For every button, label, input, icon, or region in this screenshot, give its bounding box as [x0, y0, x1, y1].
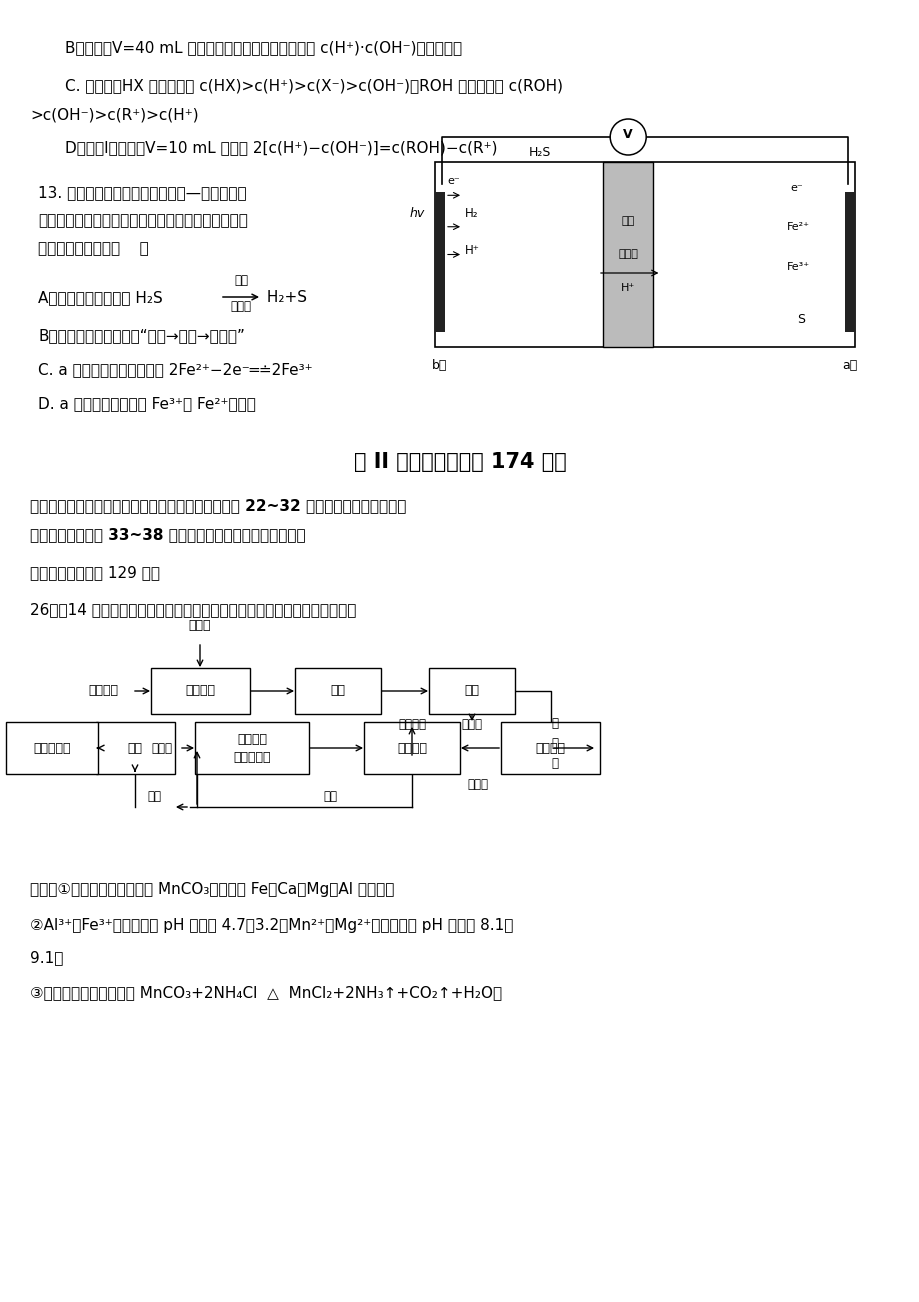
Text: 液: 液: [550, 756, 558, 769]
Text: 冷却结晶: 冷却结晶: [237, 733, 267, 746]
Text: S: S: [796, 312, 804, 326]
Text: B．滴定至V=40 mL 的过程中，两种溶液中水电离的 c(H⁺)·c(OH⁻)均逐渐增大: B．滴定至V=40 mL 的过程中，两种溶液中水电离的 c(H⁺)·c(OH⁻)…: [65, 40, 461, 55]
Text: 光照: 光照: [233, 273, 248, 286]
Text: 酸浸: 酸浸: [464, 685, 479, 698]
Text: 净化除杂: 净化除杂: [535, 742, 564, 754]
Text: 26．（14 分）工业采用氯化鐵焎烧菱锄矿制备高纯碘酸锄的流程如图所示：: 26．（14 分）工业采用氯化鐵焎烧菱锄矿制备高纯碘酸锄的流程如图所示：: [30, 602, 356, 617]
Text: ②Al³⁺、Fe³⁺沉淠完全的 pH 分别为 4.7、3.2，Mn²⁺、Mg²⁺开始沉淠的 pH 分别为 8.1、: ②Al³⁺、Fe³⁺沉淠完全的 pH 分别为 4.7、3.2，Mn²⁺、Mg²⁺…: [30, 918, 513, 934]
FancyBboxPatch shape: [428, 668, 515, 713]
FancyBboxPatch shape: [151, 668, 249, 713]
Text: C. a 极上发生的电极反应为 2Fe²⁺−2e⁻═≐2Fe³⁺: C. a 极上发生的电极反应为 2Fe²⁺−2e⁻═≐2Fe³⁺: [38, 362, 312, 378]
Text: 列说法不正确的是（    ）: 列说法不正确的是（ ）: [38, 241, 149, 256]
Text: D．曲线Ⅰ：滴定至V=10 mL 时存在 2[c(H⁺)−c(OH⁻)]=c(ROH)−c(R⁺): D．曲线Ⅰ：滴定至V=10 mL 时存在 2[c(H⁺)−c(OH⁻)]=c(R…: [65, 141, 497, 155]
FancyBboxPatch shape: [6, 723, 98, 773]
FancyBboxPatch shape: [602, 161, 652, 348]
Text: >c(OH⁻)>c(R⁺)>c(H⁺): >c(OH⁻)>c(R⁺)>c(H⁺): [30, 108, 199, 122]
Text: 净化液: 净化液: [467, 779, 488, 792]
FancyBboxPatch shape: [435, 161, 854, 348]
Text: 已知：①菱锄矿的主要成分是 MnCO₃，其中含 Fe、Ca、Mg、Al 等元素。: 已知：①菱锄矿的主要成分是 MnCO₃，其中含 Fe、Ca、Mg、Al 等元素。: [30, 881, 394, 897]
FancyBboxPatch shape: [96, 723, 175, 773]
Text: 菱锄矿粉: 菱锄矿粉: [88, 685, 118, 698]
Text: 滤液: 滤液: [323, 790, 336, 803]
Text: 碳酸氢鐵: 碳酸氢鐵: [398, 717, 425, 730]
Bar: [844, 191, 854, 332]
Text: hv: hv: [409, 207, 425, 220]
Text: 滤饼: 滤饼: [147, 790, 161, 803]
Text: D. a 极区需不断补充含 Fe³⁺和 Fe²⁺的溶液: D. a 极区需不断补充含 Fe³⁺和 Fe²⁺的溶液: [38, 396, 255, 411]
Text: B．能量转化方式主要为“光能→电能→化学能”: B．能量转化方式主要为“光能→电能→化学能”: [38, 328, 244, 342]
Text: 碳化结晶: 碳化结晶: [397, 742, 426, 754]
FancyBboxPatch shape: [195, 723, 309, 773]
Text: a极: a极: [842, 359, 857, 372]
Text: H₂+S: H₂+S: [262, 290, 307, 305]
FancyBboxPatch shape: [295, 668, 380, 713]
Text: 焎烧: 焎烧: [330, 685, 346, 698]
Text: Fe²⁺: Fe²⁺: [786, 221, 809, 232]
Bar: [435, 191, 445, 332]
Text: 解硫化氢研究中获得新进展，相关装置如图所示。下: 解硫化氢研究中获得新进展，相关装置如图所示。下: [38, 214, 247, 228]
Text: 交换膜: 交换膜: [618, 250, 638, 259]
Text: V: V: [623, 128, 632, 141]
Text: 碳酸锄产品: 碳酸锄产品: [33, 742, 71, 754]
Text: H₂S: H₂S: [528, 146, 550, 159]
Text: e⁻: e⁻: [789, 182, 802, 193]
Text: 浸: 浸: [550, 717, 558, 730]
Text: H⁺: H⁺: [620, 283, 635, 293]
Text: A．该装置的总反应为 H₂S: A．该装置的总反应为 H₂S: [38, 290, 163, 305]
Text: e⁻: e⁻: [447, 176, 460, 185]
Text: 氯化鐵: 氯化鐵: [188, 618, 211, 631]
Text: ③焎烧过程中主要反应为 MnCO₃+2NH₄Cl  △  MnCl₂+2NH₃↑+CO₂↑+H₂O。: ③焎烧过程中主要反应为 MnCO₃+2NH₄Cl △ MnCl₂+2NH₃↑+C…: [30, 986, 502, 1000]
Text: 加热浓缩、: 加热浓缩、: [233, 750, 270, 763]
Text: 生都必须做答。第 33~38 题为选考题，考生根据要求做答。: 生都必须做答。第 33~38 题为选考题，考生根据要求做答。: [30, 527, 305, 542]
Text: 13. 我国科学家在太阳能光电催化—化学耦合分: 13. 我国科学家在太阳能光电催化—化学耦合分: [38, 185, 246, 201]
Circle shape: [609, 118, 645, 155]
Text: 催化剂: 催化剂: [231, 299, 251, 312]
Text: Fe³⁺: Fe³⁺: [786, 263, 810, 272]
Text: 干燥: 干燥: [128, 742, 142, 754]
Text: H⁺: H⁺: [464, 245, 480, 258]
Text: （一）必考题（共 129 分）: （一）必考题（共 129 分）: [30, 565, 160, 579]
Text: 三、非选择题：本卷包括必考题和选考题两部分。第 22~32 题为必考题，每个试题考: 三、非选择题：本卷包括必考题和选考题两部分。第 22~32 题为必考题，每个试题…: [30, 497, 406, 513]
Text: 第 II 卷（非选择题共 174 分）: 第 II 卷（非选择题共 174 分）: [353, 452, 566, 473]
FancyBboxPatch shape: [364, 723, 460, 773]
Text: C. 滴定前，HX 溶液中存在 c(HX)>c(H⁺)>c(X⁻)>c(OH⁻)，ROH 溶液中存在 c(ROH): C. 滴定前，HX 溶液中存在 c(HX)>c(H⁺)>c(X⁻)>c(OH⁻)…: [65, 78, 562, 92]
Text: H₂: H₂: [464, 207, 478, 220]
FancyBboxPatch shape: [500, 723, 599, 773]
Text: 混合研磨: 混合研磨: [185, 685, 215, 698]
Text: 9.1。: 9.1。: [30, 950, 63, 965]
Text: 浸出渣: 浸出渣: [461, 717, 482, 730]
Text: b极: b极: [432, 359, 448, 372]
Text: 氯化鐵: 氯化鐵: [151, 742, 172, 754]
Text: 出: 出: [550, 737, 558, 750]
Text: 原子: 原子: [621, 216, 634, 227]
